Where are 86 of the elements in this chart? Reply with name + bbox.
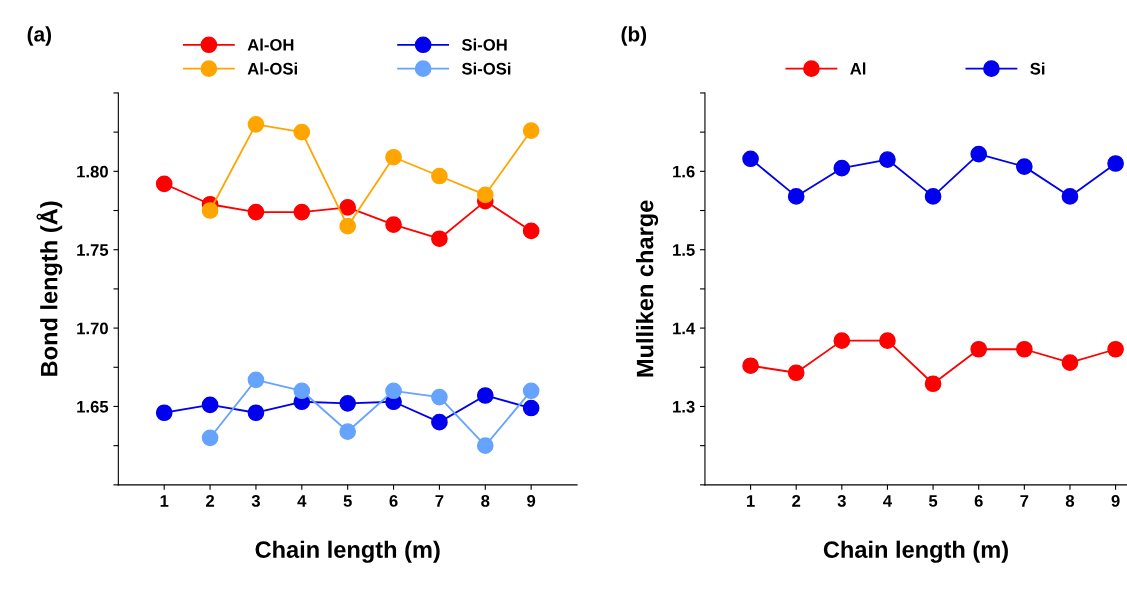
text: 1.80 [77, 165, 108, 178]
point [155, 175, 173, 193]
x-tick-label: 3 [251, 495, 260, 507]
point [970, 145, 988, 163]
point [1016, 340, 1033, 358]
point [293, 123, 311, 141]
point [833, 332, 851, 349]
y-tick-label: 1.6 [673, 165, 695, 178]
text: (a) [27, 26, 52, 46]
x-tick-label: 1 [746, 495, 755, 507]
point [833, 159, 851, 177]
x-tick-label: 2 [206, 495, 215, 507]
point [247, 203, 265, 221]
legend-label: Al-OH [247, 38, 294, 51]
point [201, 202, 219, 219]
point [339, 423, 357, 440]
x-tick-label: 2 [792, 495, 801, 507]
x-tick-label: 7 [435, 495, 444, 507]
y-tick-label: 1.5 [673, 244, 695, 256]
x-tick-label: 3 [837, 495, 846, 507]
point [924, 188, 942, 205]
point [339, 394, 357, 412]
point [924, 375, 942, 393]
y-tick-label: 1.3 [673, 400, 695, 413]
point [522, 399, 540, 417]
point [385, 148, 402, 166]
x-axis-title: Chain length (m) [823, 540, 1008, 563]
point [742, 150, 759, 168]
y-axis-title: Bond length (Å) [36, 201, 63, 376]
x-tick-label: 7 [1020, 495, 1029, 507]
point [385, 382, 402, 400]
point [1061, 354, 1079, 371]
point [742, 357, 759, 375]
point [1061, 188, 1079, 205]
point [879, 332, 896, 349]
x-tick-label: 8 [481, 495, 490, 507]
text: 1.70 [77, 322, 108, 335]
point [431, 167, 448, 185]
x-tick-label: 8 [1065, 495, 1075, 507]
point [476, 437, 494, 454]
y-tick-label: 1.75 [77, 244, 109, 256]
y-tick-label: 1.65 [77, 400, 109, 413]
x-tick-label: 9 [1111, 495, 1120, 507]
x-tick-label: 4 [297, 495, 307, 507]
point [1107, 155, 1124, 172]
x-tick-label: 4 [883, 495, 892, 507]
point [247, 115, 265, 133]
x-tick-label: 5 [343, 495, 352, 507]
point [293, 203, 311, 221]
text: (b) [621, 26, 647, 46]
x-tick-label: 5 [928, 495, 938, 507]
point [293, 382, 311, 400]
point [476, 387, 494, 404]
point [522, 122, 540, 139]
point [1107, 340, 1124, 358]
point [339, 199, 357, 216]
point [476, 186, 494, 204]
x-axis-title: Chain length (m) [255, 540, 440, 563]
point [201, 396, 219, 414]
x-tick-label: 9 [527, 495, 536, 507]
point [155, 404, 173, 422]
point [1016, 158, 1033, 175]
legend-label: Al [850, 62, 866, 75]
point [522, 222, 540, 240]
point [787, 364, 805, 382]
point [522, 382, 540, 400]
point [787, 188, 805, 205]
y-tick-label: 1.4 [673, 322, 696, 335]
point [431, 230, 448, 248]
x-tick-label: 6 [389, 495, 398, 507]
point [247, 404, 265, 422]
point [247, 371, 265, 389]
point [431, 388, 448, 406]
point [385, 216, 402, 233]
legend-label: Al-OSi [247, 62, 297, 75]
legend-label: Si-OSi [461, 62, 511, 75]
point [970, 340, 988, 358]
point [879, 151, 896, 168]
legend-label: Si-OH [461, 38, 507, 51]
x-tick-label: 6 [974, 495, 983, 507]
point [339, 217, 357, 235]
legend-label: Si [1030, 62, 1045, 75]
point [201, 429, 219, 447]
y-axis-title: Mulliken charge [636, 200, 659, 377]
x-tick-label: 1 [160, 495, 169, 507]
point [431, 413, 448, 431]
